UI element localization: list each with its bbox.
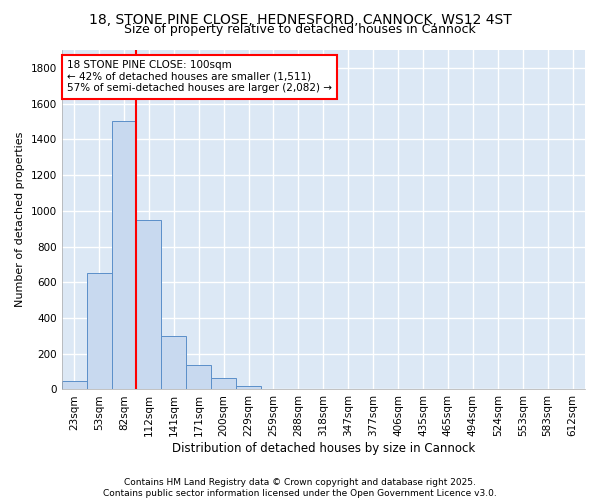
Bar — [161, 336, 186, 390]
Text: Contains HM Land Registry data © Crown copyright and database right 2025.
Contai: Contains HM Land Registry data © Crown c… — [103, 478, 497, 498]
Bar — [236, 386, 261, 390]
X-axis label: Distribution of detached houses by size in Cannock: Distribution of detached houses by size … — [172, 442, 475, 455]
Bar — [261, 388, 286, 390]
Text: 18, STONE PINE CLOSE, HEDNESFORD, CANNOCK, WS12 4ST: 18, STONE PINE CLOSE, HEDNESFORD, CANNOC… — [89, 12, 511, 26]
Text: 18 STONE PINE CLOSE: 100sqm
← 42% of detached houses are smaller (1,511)
57% of : 18 STONE PINE CLOSE: 100sqm ← 42% of det… — [67, 60, 332, 94]
Text: Size of property relative to detached houses in Cannock: Size of property relative to detached ho… — [124, 22, 476, 36]
Bar — [136, 220, 161, 390]
Y-axis label: Number of detached properties: Number of detached properties — [15, 132, 25, 308]
Bar — [361, 388, 386, 390]
Bar — [86, 274, 112, 390]
Bar — [62, 382, 86, 390]
Bar — [211, 378, 236, 390]
Bar — [112, 122, 136, 390]
Bar — [186, 366, 211, 390]
Bar — [286, 388, 311, 390]
